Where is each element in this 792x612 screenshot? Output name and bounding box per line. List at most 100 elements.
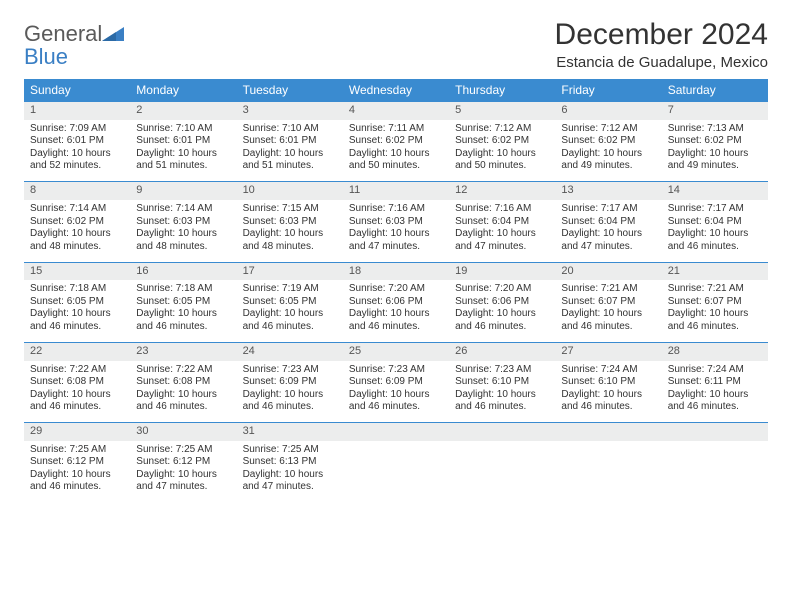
sunset-text: Sunset: 6:08 PM — [136, 376, 230, 389]
day-data-cell: Sunrise: 7:18 AMSunset: 6:05 PMDaylight:… — [130, 280, 236, 342]
daylight-text: Daylight: 10 hours and 46 minutes. — [668, 228, 762, 253]
daylight-text: Daylight: 10 hours and 48 minutes. — [243, 228, 337, 253]
sunset-text: Sunset: 6:03 PM — [243, 216, 337, 229]
sunset-text: Sunset: 6:04 PM — [455, 216, 549, 229]
sunrise-text: Sunrise: 7:24 AM — [668, 364, 762, 377]
sunset-text: Sunset: 6:03 PM — [136, 216, 230, 229]
day-data-cell: Sunrise: 7:23 AMSunset: 6:10 PMDaylight:… — [449, 361, 555, 423]
day-number-cell: 5 — [449, 102, 555, 120]
day-number-row: 293031 — [24, 423, 768, 441]
sunrise-text: Sunrise: 7:24 AM — [561, 364, 655, 377]
day-number-cell: 27 — [555, 342, 661, 360]
weekday-header: Sunday — [24, 79, 130, 102]
day-data-cell: Sunrise: 7:14 AMSunset: 6:03 PMDaylight:… — [130, 200, 236, 262]
sunrise-text: Sunrise: 7:10 AM — [243, 123, 337, 136]
sunrise-text: Sunrise: 7:23 AM — [455, 364, 549, 377]
daylight-text: Daylight: 10 hours and 46 minutes. — [349, 308, 443, 333]
daylight-text: Daylight: 10 hours and 46 minutes. — [30, 469, 124, 494]
sunrise-text: Sunrise: 7:23 AM — [349, 364, 443, 377]
day-number-cell: 21 — [662, 262, 768, 280]
day-data-cell: Sunrise: 7:12 AMSunset: 6:02 PMDaylight:… — [449, 120, 555, 182]
day-number-row: 22232425262728 — [24, 342, 768, 360]
sunset-text: Sunset: 6:02 PM — [561, 135, 655, 148]
sunrise-text: Sunrise: 7:18 AM — [136, 283, 230, 296]
sunset-text: Sunset: 6:04 PM — [561, 216, 655, 229]
sunrise-text: Sunrise: 7:09 AM — [30, 123, 124, 136]
daylight-text: Daylight: 10 hours and 46 minutes. — [561, 308, 655, 333]
sunrise-text: Sunrise: 7:20 AM — [349, 283, 443, 296]
sunset-text: Sunset: 6:12 PM — [136, 456, 230, 469]
weekday-header: Saturday — [662, 79, 768, 102]
day-data-cell: Sunrise: 7:09 AMSunset: 6:01 PMDaylight:… — [24, 120, 130, 182]
sunset-text: Sunset: 6:06 PM — [349, 296, 443, 309]
day-number-cell: 29 — [24, 423, 130, 441]
sunrise-text: Sunrise: 7:13 AM — [668, 123, 762, 136]
brand-word-2: Blue — [24, 44, 68, 69]
day-data-cell: Sunrise: 7:21 AMSunset: 6:07 PMDaylight:… — [662, 280, 768, 342]
daylight-text: Daylight: 10 hours and 50 minutes. — [455, 148, 549, 173]
day-data-cell: Sunrise: 7:15 AMSunset: 6:03 PMDaylight:… — [237, 200, 343, 262]
daylight-text: Daylight: 10 hours and 46 minutes. — [561, 389, 655, 414]
sunrise-text: Sunrise: 7:16 AM — [455, 203, 549, 216]
weekday-header: Tuesday — [237, 79, 343, 102]
daylight-text: Daylight: 10 hours and 50 minutes. — [349, 148, 443, 173]
day-data-cell: Sunrise: 7:24 AMSunset: 6:11 PMDaylight:… — [662, 361, 768, 423]
sunrise-text: Sunrise: 7:25 AM — [30, 444, 124, 457]
page-title: December 2024 — [555, 18, 768, 52]
day-data-cell: Sunrise: 7:10 AMSunset: 6:01 PMDaylight:… — [237, 120, 343, 182]
daylight-text: Daylight: 10 hours and 47 minutes. — [136, 469, 230, 494]
sunset-text: Sunset: 6:05 PM — [136, 296, 230, 309]
weekday-header: Thursday — [449, 79, 555, 102]
day-number-cell: 10 — [237, 182, 343, 200]
day-number-cell: 20 — [555, 262, 661, 280]
weekday-header-row: SundayMondayTuesdayWednesdayThursdayFrid… — [24, 79, 768, 102]
day-data-cell: Sunrise: 7:23 AMSunset: 6:09 PMDaylight:… — [343, 361, 449, 423]
day-data-cell: Sunrise: 7:20 AMSunset: 6:06 PMDaylight:… — [343, 280, 449, 342]
day-number-cell — [662, 423, 768, 441]
brand-text: General Blue — [24, 22, 124, 68]
sunset-text: Sunset: 6:07 PM — [561, 296, 655, 309]
daylight-text: Daylight: 10 hours and 46 minutes. — [136, 308, 230, 333]
day-number-cell: 30 — [130, 423, 236, 441]
daylight-text: Daylight: 10 hours and 47 minutes. — [349, 228, 443, 253]
weekday-header: Wednesday — [343, 79, 449, 102]
sunset-text: Sunset: 6:07 PM — [668, 296, 762, 309]
daylight-text: Daylight: 10 hours and 51 minutes. — [136, 148, 230, 173]
sunset-text: Sunset: 6:02 PM — [30, 216, 124, 229]
weekday-header: Friday — [555, 79, 661, 102]
day-data-row: Sunrise: 7:09 AM Sunset: 6:01 PM Daylight:… — [24, 120, 768, 182]
daylight-text: Daylight: 10 hours and 46 minutes. — [243, 389, 337, 414]
day-data-cell: Sunrise: 7:12 AMSunset: 6:02 PMDaylight:… — [555, 120, 661, 182]
day-data-cell — [343, 441, 449, 503]
sunset-text: Sunset: 6:08 PM — [30, 376, 124, 389]
daylight-text: Daylight: 10 hours and 46 minutes. — [30, 308, 124, 333]
day-data-cell: Sunrise: 7:11 AMSunset: 6:02 PMDaylight:… — [343, 120, 449, 182]
sunset-text: Sunset: 6:10 PM — [561, 376, 655, 389]
sunset-text: Sunset: 6:06 PM — [455, 296, 549, 309]
sunrise-text: Sunrise: 7:12 AM — [455, 123, 549, 136]
day-number-cell: 9 — [130, 182, 236, 200]
sunrise-text: Sunrise: 7:12 AM — [561, 123, 655, 136]
daylight-text: Daylight: 10 hours and 46 minutes. — [136, 389, 230, 414]
location-label: Estancia de Guadalupe, Mexico — [555, 54, 768, 71]
sunrise-text: Sunrise: 7:19 AM — [243, 283, 337, 296]
day-number-cell: 23 — [130, 342, 236, 360]
brand-triangle-icon — [102, 22, 124, 45]
day-number-cell: 11 — [343, 182, 449, 200]
day-data-cell: Sunrise: 7:20 AMSunset: 6:06 PMDaylight:… — [449, 280, 555, 342]
daylight-text: Daylight: 10 hours and 46 minutes. — [349, 389, 443, 414]
daylight-text: Daylight: 10 hours and 46 minutes. — [455, 389, 549, 414]
day-data-cell: Sunrise: 7:21 AMSunset: 6:07 PMDaylight:… — [555, 280, 661, 342]
day-data-cell: Sunrise: 7:25 AMSunset: 6:13 PMDaylight:… — [237, 441, 343, 503]
sunset-text: Sunset: 6:11 PM — [668, 376, 762, 389]
day-number-cell: 14 — [662, 182, 768, 200]
daylight-text: Daylight: 10 hours and 49 minutes. — [561, 148, 655, 173]
day-data-cell: Sunrise: 7:18 AMSunset: 6:05 PMDaylight:… — [24, 280, 130, 342]
day-number-cell: 28 — [662, 342, 768, 360]
sunrise-text: Sunrise: 7:14 AM — [136, 203, 230, 216]
sunset-text: Sunset: 6:01 PM — [243, 135, 337, 148]
day-number-cell: 19 — [449, 262, 555, 280]
sunrise-text: Sunrise: 7:17 AM — [561, 203, 655, 216]
day-data-cell: Sunrise: 7:17 AMSunset: 6:04 PMDaylight:… — [555, 200, 661, 262]
day-number-cell: 26 — [449, 342, 555, 360]
